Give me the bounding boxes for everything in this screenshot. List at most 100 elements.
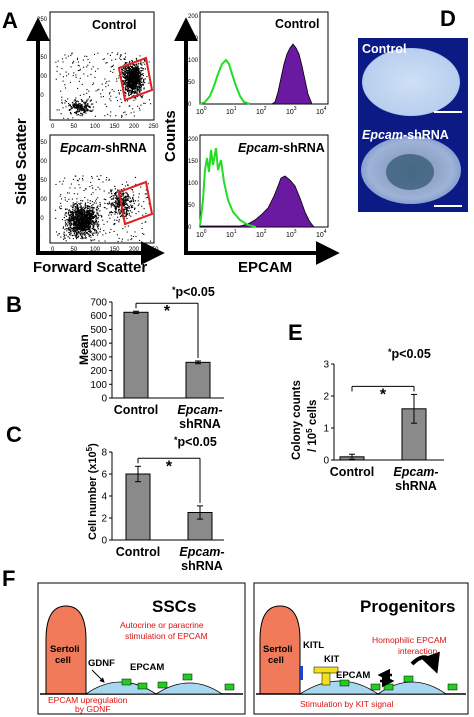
hist-y-tick: 200 <box>188 14 199 20</box>
y-tick-label: 0 <box>101 394 107 405</box>
diagram-progenitors: Progenitors Sertoli cell KITL KIT EPCAM … <box>253 582 469 715</box>
epcam-marker-r2 <box>370 683 381 691</box>
scatter-top-frame <box>49 11 155 121</box>
y-tick-label: 1 <box>323 424 329 435</box>
epcam-marker-r3 <box>383 683 394 691</box>
scatter-x-tick: 150 <box>110 247 121 253</box>
germ-cell-left-2 <box>154 682 224 695</box>
gate-bottom <box>117 180 154 226</box>
scatter-x-tick: 150 <box>110 124 121 130</box>
hist-x-tick: 100 <box>196 229 207 239</box>
hist-bottom-ticks: 0 50 100 150 200 100 101 102 103 104 <box>188 137 327 239</box>
kit-receptor-stem <box>321 672 331 686</box>
chart-c: 0 2 4 6 8 Control Epcam-shRNA **p<0.05 Cell numb… <box>85 435 225 573</box>
scatter-y-label: Side Scatter <box>13 118 30 205</box>
scatter-x-tick: 200 <box>129 247 140 253</box>
panel-label-a: A <box>2 8 18 33</box>
scatter-y-tick: 250 <box>37 140 48 146</box>
scatter-x-tick: 0 <box>51 124 55 130</box>
scatter-x-tick: 250 <box>149 124 160 130</box>
scatter-x-label: Forward Scatter <box>33 259 147 276</box>
note-top-right-1: Homophilic EPCAM <box>372 635 447 645</box>
y-tick-label: 700 <box>90 298 107 309</box>
gdnf-arrow <box>91 669 105 683</box>
panel-label-b: B <box>6 292 22 317</box>
hist-top-ticks: 0 50 100 150 200 100 101 102 103 104 <box>188 14 327 116</box>
scatter-y-tick: 150 <box>37 178 48 184</box>
hist-y-tick: 50 <box>188 203 195 209</box>
y-tick-label: 400 <box>90 339 107 350</box>
p-value-annotation: *p<0.05 <box>388 347 431 361</box>
note-bottom-left-1: EPCAM upregulation <box>48 695 128 705</box>
bar <box>125 473 151 541</box>
hist-y-tick: 200 <box>188 137 199 143</box>
kitl-label: KITL <box>303 640 324 651</box>
kitl-bar <box>299 666 303 680</box>
diagram-progenitors-title: Progenitors <box>360 597 455 616</box>
y-tick-label: 100 <box>90 380 107 391</box>
sertoli-label-right-1: Sertoli <box>263 644 293 655</box>
p-value-annotation: *p<0.05 <box>172 285 215 299</box>
category-label: Control <box>330 465 374 479</box>
hist-x-tick: 100 <box>196 106 207 116</box>
scatter-x-tick: 50 <box>71 247 78 253</box>
note-bottom-right: Stimulation by KIT signal <box>300 699 393 709</box>
photo-dark-region <box>386 154 434 190</box>
y-tick-label: 0 <box>101 536 107 547</box>
gdnf-label: GDNF <box>88 658 115 669</box>
sertoli-label-left-1: Sertoli <box>50 644 80 655</box>
hist-x-tick: 104 <box>316 106 327 116</box>
hist-x-label: EPCAM <box>238 259 292 276</box>
category-label: Control <box>116 545 160 559</box>
epcam-marker-l2 <box>137 682 148 690</box>
sertoli-cell-right <box>259 605 301 695</box>
epcam-marker-l1 <box>121 678 132 686</box>
y-tick-label: 2 <box>323 392 329 403</box>
significance-star: * <box>164 303 171 320</box>
chart-b-ylabel: Mean <box>77 334 91 365</box>
category-label: Epcam- <box>179 545 224 559</box>
hist-x-tick: 101 <box>226 229 237 239</box>
hist-x-tick: 102 <box>256 229 267 239</box>
hist-y-tick: 150 <box>188 159 199 165</box>
scatter-x-tick: 0 <box>51 247 55 253</box>
scatter-top-label: Control <box>92 18 136 32</box>
hist-x-tick: 103 <box>286 229 297 239</box>
hist-y-label: Counts <box>162 110 179 162</box>
p-value-annotation: *p<0.05 <box>174 435 217 449</box>
epcam-marker-l5 <box>224 683 235 691</box>
chart-e-ylabel-line2: / 105 cells <box>305 400 319 452</box>
chart-e: 0 1 2 3 Control Epcam-shRNA * *p<0.05 Colony cou… <box>291 347 444 493</box>
note-top-left-2: stimulation of EPCAM <box>125 631 208 641</box>
scatter-bottom-dots <box>55 175 152 243</box>
sertoli-label-left-2: cell <box>55 655 71 666</box>
bar <box>123 311 149 399</box>
kit-label: KIT <box>324 654 340 665</box>
hist-x-tick: 104 <box>316 229 327 239</box>
hist-x-tick: 102 <box>256 106 267 116</box>
sertoli-label-right-2: cell <box>268 655 284 666</box>
category-label: Epcam- <box>393 465 438 479</box>
scatter-x-tick: 100 <box>90 247 101 253</box>
hist-top-purple <box>270 43 313 105</box>
epcam-marker-r5 <box>447 683 458 691</box>
scatter-y-tick: 50 <box>37 216 44 222</box>
hist-y-tick: 0 <box>188 102 192 108</box>
chart-e-ylabel-line1: Colony counts <box>291 380 303 460</box>
y-tick-label: 4 <box>101 492 107 503</box>
hist-y-tick: 0 <box>188 225 192 231</box>
chart-b: 0 100 200 300 400 500 600 700 Control Epcam-shRNA… <box>77 285 224 431</box>
scatter-x-tick: 100 <box>90 124 101 130</box>
scatter-y-tick: 100 <box>37 74 48 80</box>
epcam-marker-l3 <box>157 681 168 689</box>
photo-label-shrna: Epcam-shRNA <box>362 128 449 142</box>
hist-x-tick: 101 <box>226 106 237 116</box>
panel-label-c: C <box>6 422 22 447</box>
category-label: Control <box>114 403 158 417</box>
scatter-bottom-frame <box>49 134 155 244</box>
hist-top-label: Control <box>275 17 319 31</box>
epcam-label-left: EPCAM <box>130 662 164 673</box>
epcam-label-right: EPCAM <box>336 670 370 681</box>
epcam-marker-r4 <box>403 675 414 683</box>
gate-top <box>117 56 154 102</box>
